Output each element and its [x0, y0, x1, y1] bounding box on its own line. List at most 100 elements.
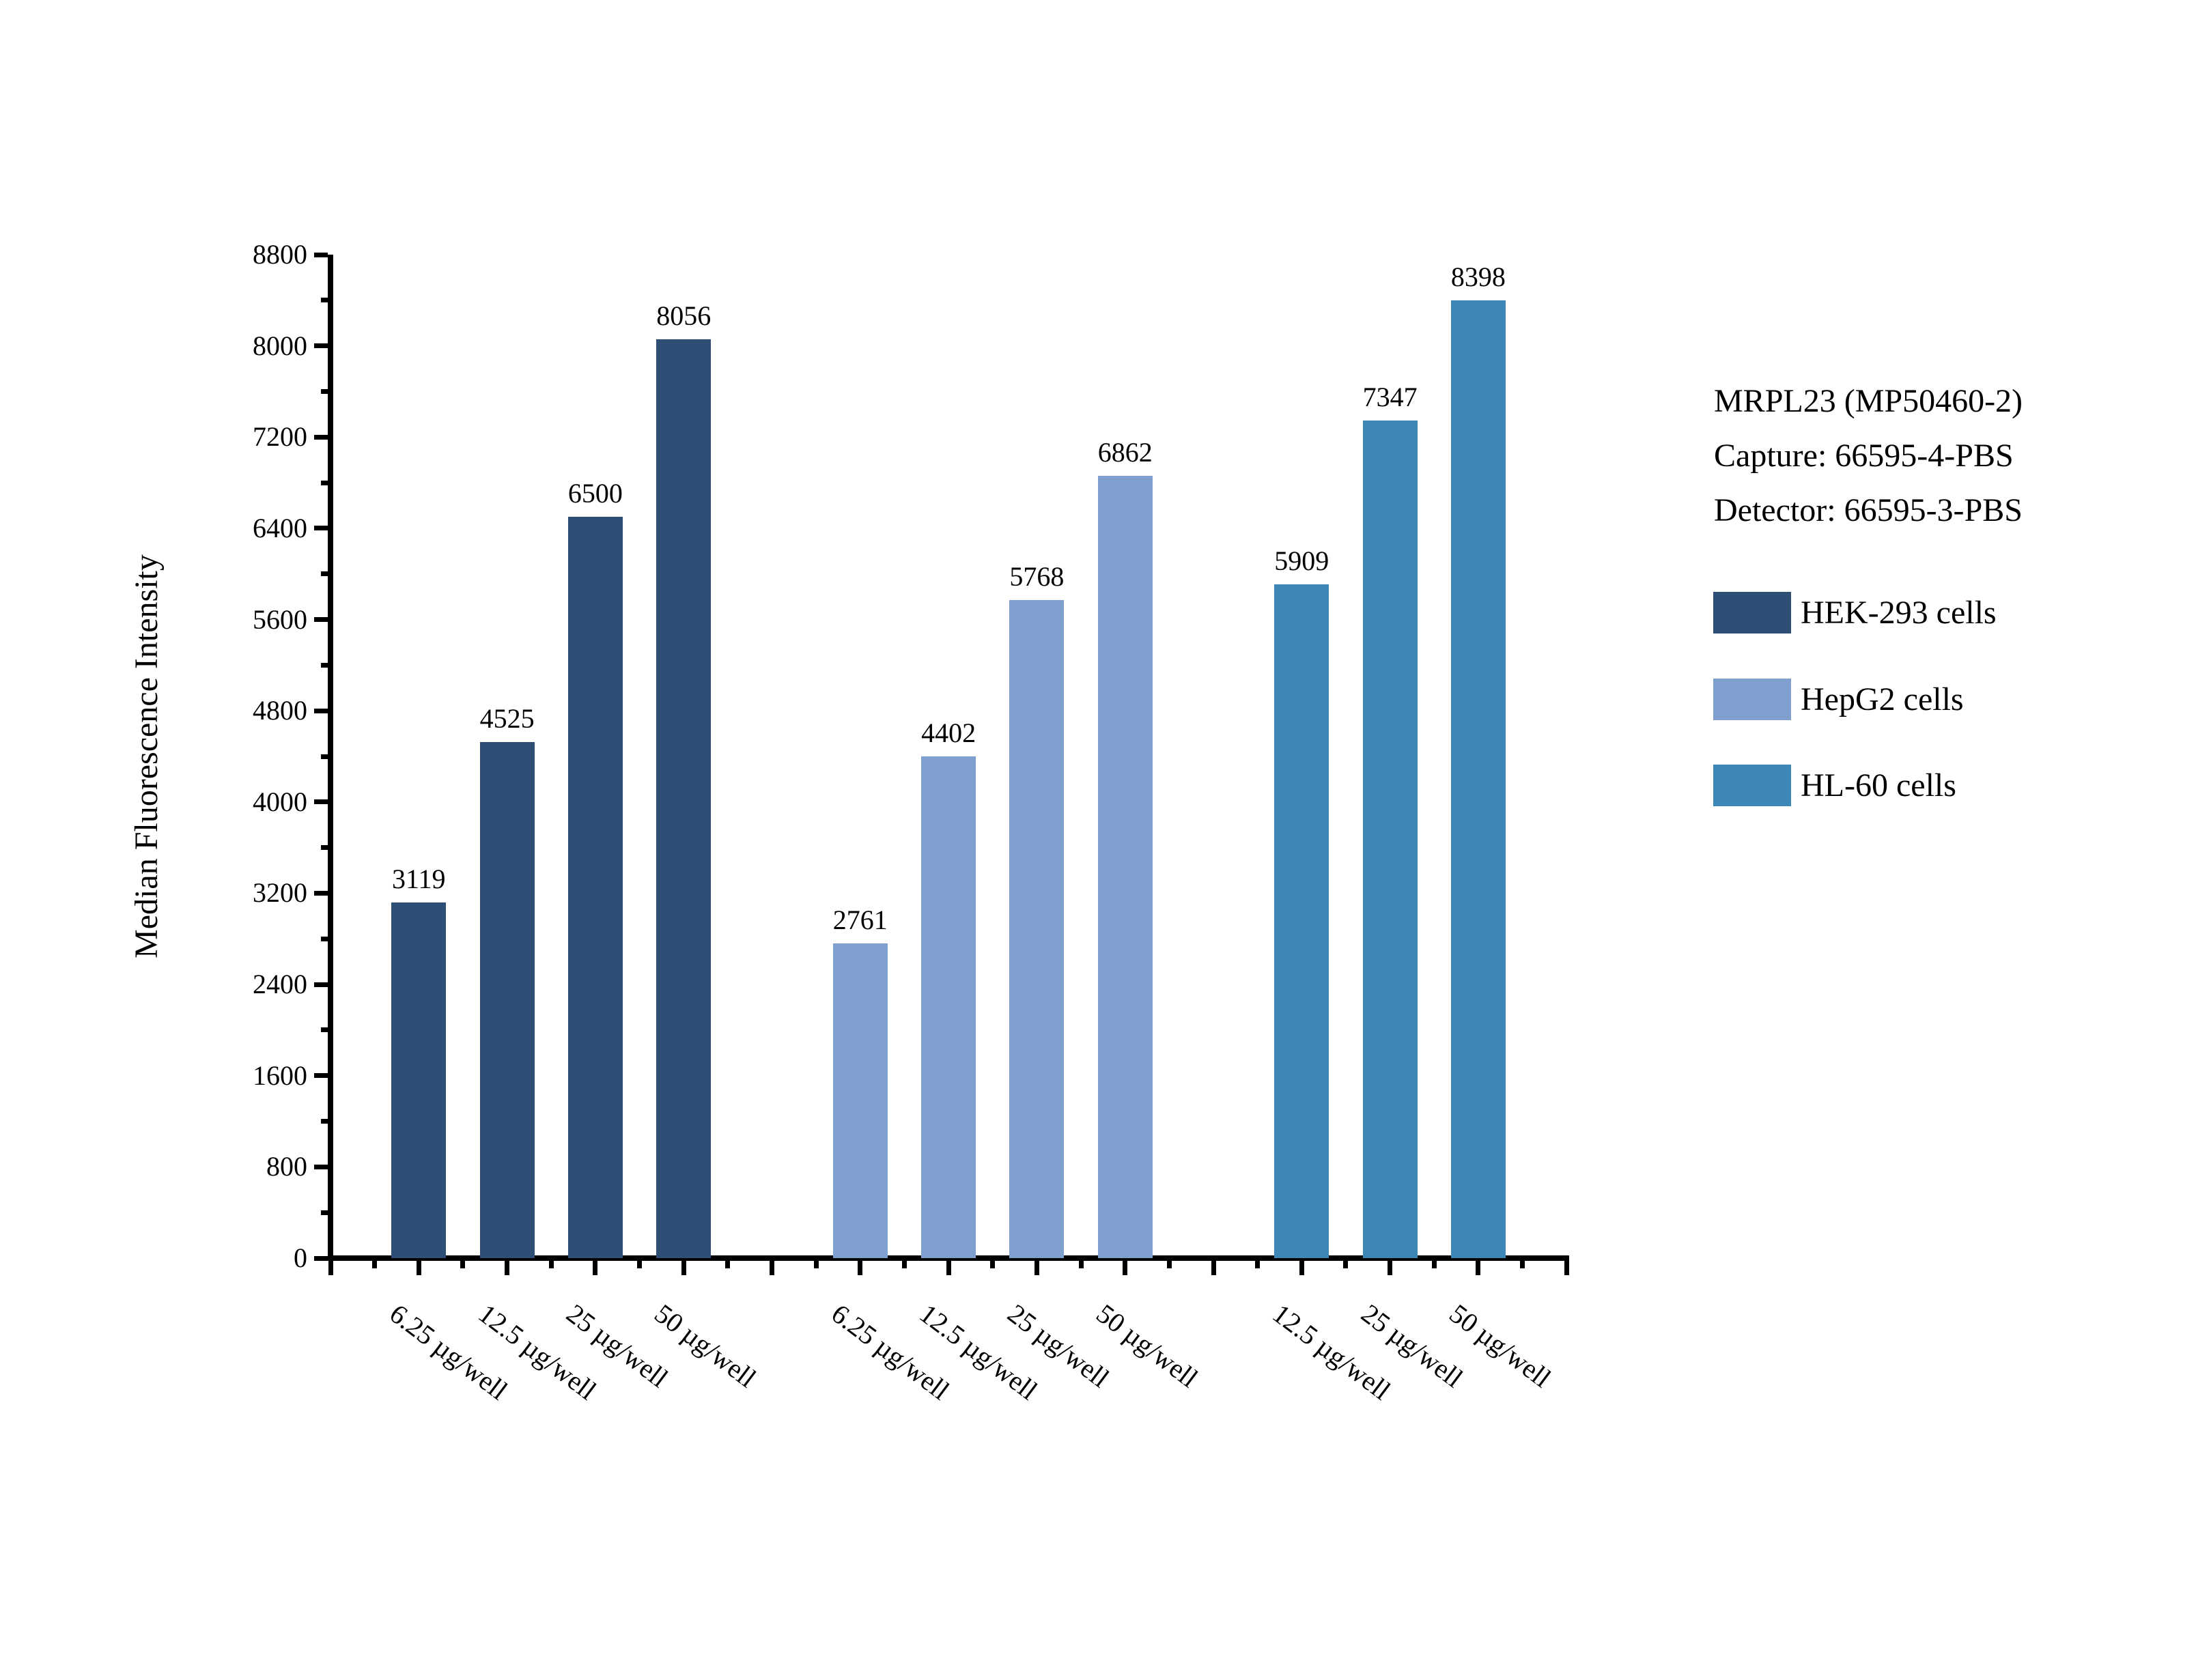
y-major-tick — [314, 799, 328, 805]
y-axis-line — [328, 255, 333, 1261]
legend-label: HEK-293 cells — [1801, 595, 1997, 631]
x-major-tick — [1299, 1261, 1304, 1275]
y-tick-label: 2400 — [253, 969, 307, 1000]
bar-value-label: 5909 — [1274, 545, 1329, 576]
bar — [391, 902, 447, 1258]
bar-value-label: 5768 — [1009, 561, 1065, 593]
x-minor-tick — [460, 1261, 466, 1268]
y-minor-tick — [321, 1027, 328, 1033]
x-major-tick — [858, 1261, 863, 1275]
y-minor-tick — [321, 936, 328, 941]
y-tick-label: 800 — [266, 1151, 307, 1182]
legend-label: HL-60 cells — [1801, 767, 1956, 803]
x-major-tick — [770, 1261, 774, 1275]
y-major-tick — [314, 1255, 328, 1261]
y-major-tick — [314, 617, 328, 623]
x-minor-tick — [637, 1261, 643, 1268]
legend-label: HepG2 cells — [1801, 681, 1964, 717]
bar — [567, 517, 623, 1258]
y-major-tick — [314, 252, 328, 257]
y-major-tick — [314, 708, 328, 713]
annotation-capture-line: Capture: 66595-4-PBS — [1714, 438, 2014, 474]
x-minor-tick — [725, 1261, 731, 1268]
legend-swatch — [1713, 592, 1791, 633]
bar — [921, 756, 976, 1258]
y-minor-tick — [321, 571, 328, 577]
bar-value-label: 3119 — [392, 863, 446, 894]
y-major-tick — [314, 434, 328, 440]
legend-swatch — [1713, 678, 1791, 720]
y-tick-label: 8000 — [253, 330, 307, 361]
y-tick-label: 0 — [294, 1242, 307, 1273]
y-tick-label: 1600 — [253, 1059, 307, 1091]
bar — [1009, 600, 1065, 1258]
x-major-tick — [1123, 1261, 1128, 1275]
y-tick-label: 5600 — [253, 603, 307, 635]
y-minor-tick — [321, 480, 328, 485]
x-major-tick — [328, 1261, 333, 1275]
x-minor-tick — [548, 1261, 554, 1268]
bar-value-label: 8056 — [656, 300, 712, 332]
y-minor-tick — [321, 298, 328, 303]
y-tick-label: 3200 — [253, 877, 307, 909]
x-minor-tick — [813, 1261, 819, 1268]
bar-value-label: 4402 — [921, 717, 976, 748]
y-tick-label: 4800 — [253, 695, 307, 726]
x-major-tick — [1034, 1261, 1039, 1275]
x-tick-label: 50 µg/well — [1090, 1298, 1204, 1394]
x-minor-tick — [372, 1261, 378, 1268]
y-major-tick — [314, 1073, 328, 1079]
y-tick-label: 7200 — [253, 421, 307, 453]
x-minor-tick — [1166, 1261, 1172, 1268]
x-minor-tick — [1520, 1261, 1525, 1268]
legend-item: HEK-293 cells — [1713, 592, 1997, 633]
x-minor-tick — [1078, 1261, 1084, 1268]
x-major-tick — [505, 1261, 510, 1275]
x-minor-tick — [1255, 1261, 1261, 1268]
bar — [1097, 475, 1153, 1258]
y-minor-tick — [321, 1119, 328, 1124]
x-major-tick — [1388, 1261, 1393, 1275]
x-major-tick — [946, 1261, 951, 1275]
bar-value-label: 4525 — [479, 703, 535, 735]
y-tick-label: 6400 — [253, 512, 307, 543]
legend-item: HepG2 cells — [1713, 678, 1964, 720]
bar-value-label: 7347 — [1362, 381, 1418, 412]
annotation-block: MRPL23 (MP50460-2) Capture: 66595-4-PBS … — [1714, 374, 2023, 538]
bar — [656, 339, 712, 1258]
bar — [479, 742, 535, 1258]
annotation-detector-line: Detector: 66595-3-PBS — [1714, 492, 2023, 528]
legend-swatch — [1713, 765, 1791, 806]
x-major-tick — [1564, 1261, 1569, 1275]
y-minor-tick — [321, 662, 328, 668]
x-major-tick — [1476, 1261, 1481, 1275]
y-major-tick — [314, 890, 328, 896]
x-major-tick — [1211, 1261, 1216, 1275]
y-minor-tick — [321, 845, 328, 851]
x-minor-tick — [1343, 1261, 1349, 1268]
y-minor-tick — [321, 1210, 328, 1215]
x-major-tick — [593, 1261, 598, 1275]
bar — [1362, 420, 1418, 1258]
y-tick-label: 8800 — [253, 239, 307, 270]
bar-value-label: 8398 — [1450, 261, 1506, 293]
annotation-protein-line: MRPL23 (MP50460-2) — [1714, 383, 2023, 419]
x-minor-tick — [901, 1261, 907, 1268]
y-major-tick — [314, 343, 328, 349]
y-minor-tick — [321, 754, 328, 759]
x-major-tick — [416, 1261, 421, 1275]
x-axis-line — [328, 1255, 1570, 1261]
x-minor-tick — [1431, 1261, 1437, 1268]
y-major-tick — [314, 1164, 328, 1169]
bar-value-label: 6500 — [567, 478, 623, 509]
bar — [1274, 584, 1329, 1258]
x-major-tick — [681, 1261, 686, 1275]
bar — [1450, 300, 1506, 1258]
bar-value-label: 6862 — [1097, 436, 1153, 468]
x-minor-tick — [990, 1261, 996, 1268]
y-tick-label: 4000 — [253, 786, 307, 817]
y-major-tick — [314, 982, 328, 987]
y-major-tick — [314, 526, 328, 531]
